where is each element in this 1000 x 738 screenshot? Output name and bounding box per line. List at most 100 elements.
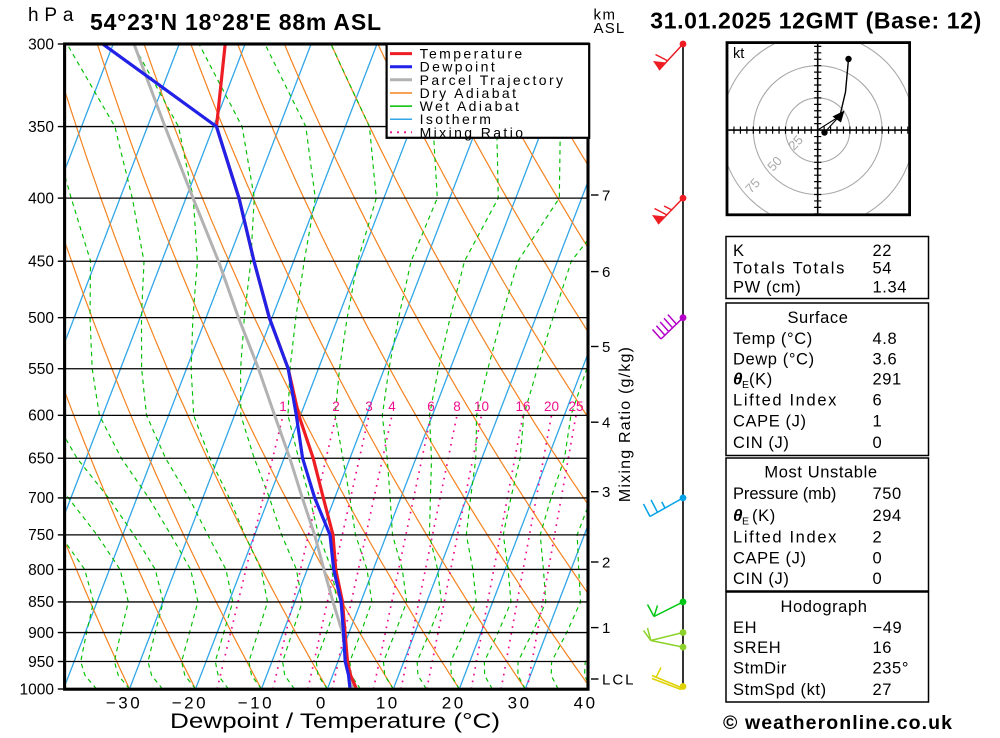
svg-text:θ: θ [733, 370, 743, 389]
svg-text:850: 850 [28, 594, 54, 611]
svg-text:3: 3 [602, 484, 610, 501]
svg-text:700: 700 [28, 490, 54, 507]
svg-text:Dewpoint: Dewpoint [420, 59, 498, 75]
svg-text:hPa: hPa [28, 5, 74, 26]
svg-text:400: 400 [28, 190, 54, 207]
svg-text:20: 20 [544, 399, 559, 414]
svg-text:CAPE (J): CAPE (J) [733, 412, 807, 430]
svg-text:CIN (J): CIN (J) [733, 434, 789, 452]
svg-text:300: 300 [28, 36, 54, 53]
svg-text:StmDir: StmDir [733, 660, 787, 678]
svg-text:Dry Adiabat: Dry Adiabat [420, 85, 519, 101]
svg-text:8: 8 [453, 399, 461, 414]
svg-text:950: 950 [28, 654, 54, 671]
svg-text:500: 500 [28, 310, 54, 327]
svg-text:22: 22 [873, 242, 893, 260]
svg-text:650: 650 [28, 451, 54, 468]
svg-text:Parcel Trajectory: Parcel Trajectory [420, 72, 566, 88]
svg-text:−10: −10 [238, 694, 274, 713]
svg-text:800: 800 [28, 562, 54, 579]
svg-text:1000: 1000 [20, 681, 55, 698]
svg-text:10: 10 [376, 694, 400, 713]
svg-text:54: 54 [873, 260, 893, 278]
svg-text:StmSpd (kt): StmSpd (kt) [733, 681, 827, 699]
svg-text:EH: EH [733, 619, 757, 637]
svg-text:SREH: SREH [733, 639, 781, 657]
svg-text:550: 550 [28, 361, 54, 378]
svg-text:−49: −49 [873, 619, 903, 637]
svg-text:Surface: Surface [787, 309, 848, 327]
svg-text:750: 750 [873, 485, 902, 503]
svg-text:450: 450 [28, 254, 54, 271]
svg-text:PW (cm): PW (cm) [733, 279, 801, 297]
svg-text:Dewp (°C): Dewp (°C) [733, 351, 815, 369]
svg-text:0: 0 [873, 570, 883, 588]
svg-text:Temperature: Temperature [420, 46, 525, 62]
svg-text:km: km [594, 7, 617, 24]
svg-text:Wet Adiabat: Wet Adiabat [420, 98, 522, 114]
svg-text:40: 40 [574, 694, 598, 713]
svg-text:7: 7 [602, 187, 610, 204]
svg-text:Lifted Index: Lifted Index [733, 392, 837, 410]
svg-text:© weatheronline.co.uk: © weatheronline.co.uk [723, 712, 952, 733]
svg-text:5: 5 [602, 339, 610, 356]
svg-text:Mixing Ratio (g/kg): Mixing Ratio (g/kg) [617, 346, 634, 502]
svg-text:kt: kt [733, 46, 744, 62]
svg-text:2: 2 [602, 554, 610, 571]
svg-text:235°: 235° [873, 660, 910, 678]
svg-text:Most Unstable: Most Unstable [764, 464, 877, 482]
svg-text:E: E [742, 379, 749, 391]
svg-text:Totals Totals: Totals Totals [733, 260, 845, 278]
svg-text:25: 25 [568, 399, 583, 414]
svg-text:10: 10 [474, 399, 489, 414]
svg-text:1.34: 1.34 [873, 279, 908, 297]
svg-text:Temp (°C): Temp (°C) [733, 330, 813, 348]
svg-text:600: 600 [28, 408, 54, 425]
svg-text:27: 27 [873, 681, 893, 699]
svg-text:−20: −20 [172, 694, 208, 713]
svg-text:Isotherm: Isotherm [420, 111, 494, 127]
svg-text:θ: θ [733, 506, 743, 525]
svg-text:6: 6 [873, 392, 883, 410]
svg-text:Pressure (mb): Pressure (mb) [733, 485, 837, 503]
svg-text:1: 1 [279, 399, 287, 414]
svg-text:0: 0 [316, 694, 328, 713]
svg-text:CAPE (J): CAPE (J) [733, 550, 807, 568]
svg-text:Mixing Ratio: Mixing Ratio [420, 124, 526, 140]
svg-text:16: 16 [873, 639, 893, 657]
svg-text:4: 4 [388, 399, 396, 414]
svg-text:2: 2 [332, 399, 340, 414]
svg-text:4.8: 4.8 [873, 330, 898, 348]
svg-text:4: 4 [602, 415, 610, 432]
svg-text:Hodograph: Hodograph [780, 598, 867, 616]
svg-text:0: 0 [873, 550, 883, 568]
svg-text:(K): (K) [749, 371, 773, 389]
svg-text:−30: −30 [106, 694, 142, 713]
svg-text:291: 291 [873, 371, 902, 389]
svg-text:CIN (J): CIN (J) [733, 570, 789, 588]
svg-text:294: 294 [873, 507, 902, 525]
svg-text:16: 16 [515, 399, 530, 414]
svg-text:1: 1 [602, 620, 610, 637]
svg-text:350: 350 [28, 119, 54, 136]
svg-text:0: 0 [873, 434, 883, 452]
svg-text:LCL: LCL [602, 671, 636, 688]
svg-text:54°23'N 18°28'E 88m ASL: 54°23'N 18°28'E 88m ASL [90, 9, 382, 35]
svg-text:Dewpoint / Temperature (°C): Dewpoint / Temperature (°C) [170, 709, 500, 733]
svg-text:750: 750 [28, 527, 54, 544]
svg-text:3: 3 [365, 399, 373, 414]
svg-text:Lifted Index: Lifted Index [733, 528, 837, 546]
svg-text:E: E [742, 516, 749, 528]
svg-text:6: 6 [602, 264, 610, 281]
svg-text:2: 2 [873, 528, 883, 546]
svg-text:31.01.2025 12GMT (Base: 12): 31.01.2025 12GMT (Base: 12) [650, 8, 981, 34]
svg-text:(K): (K) [752, 507, 776, 525]
svg-text:20: 20 [442, 694, 466, 713]
svg-text:900: 900 [28, 625, 54, 642]
svg-text:3.6: 3.6 [873, 351, 898, 369]
svg-text:30: 30 [508, 694, 532, 713]
svg-text:ASL: ASL [594, 20, 626, 37]
svg-text:6: 6 [427, 399, 435, 414]
svg-text:K: K [733, 242, 745, 260]
svg-text:1: 1 [873, 412, 883, 430]
